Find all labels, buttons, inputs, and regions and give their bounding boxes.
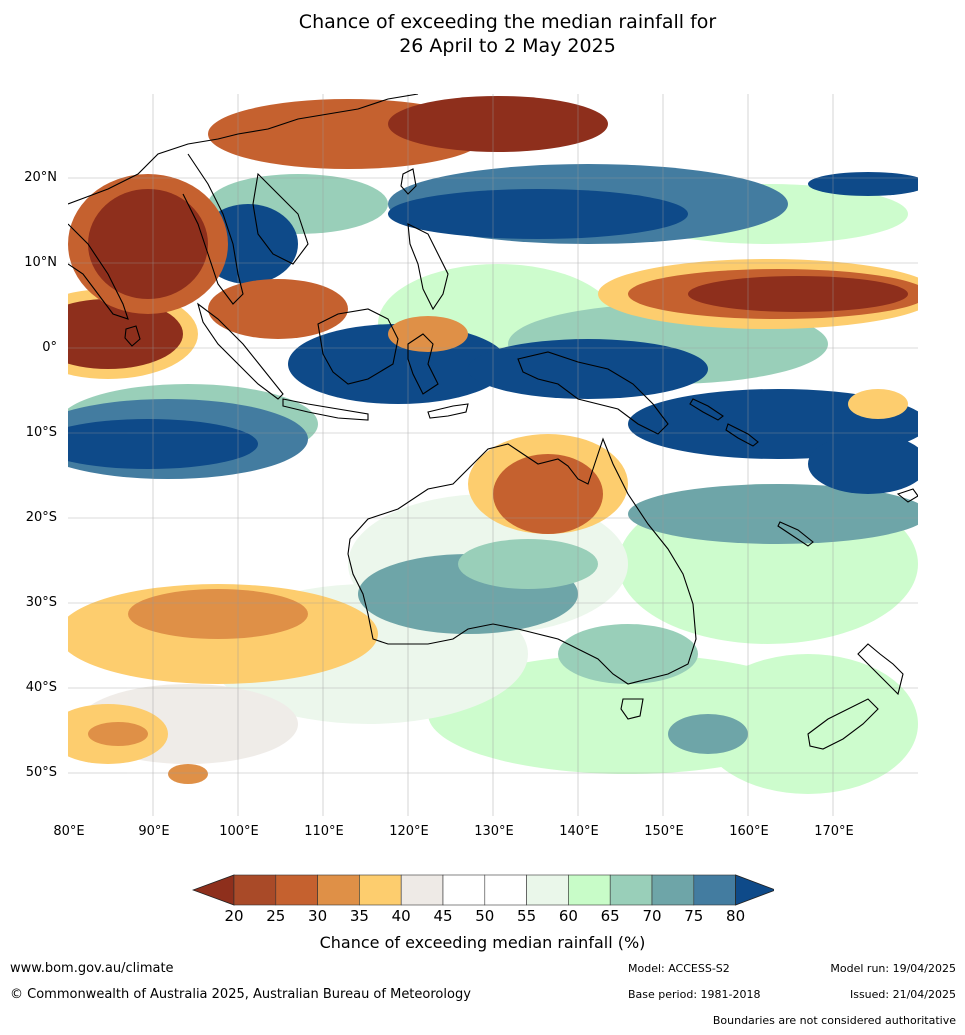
title-line-1: Chance of exceeding the median rainfall …	[298, 11, 717, 33]
graticule	[68, 94, 918, 816]
copyright-text: © Commonwealth of Australia 2025, Austra…	[10, 987, 471, 1002]
lat-label-50s: 50°S	[25, 765, 57, 780]
legend-tick-70: 70	[642, 907, 662, 925]
legend-bin-75-80	[693, 874, 736, 906]
legend-tick-20: 20	[224, 907, 244, 925]
legend-tick-60: 60	[558, 907, 578, 925]
legend-label: Chance of exceeding median rainfall (%)	[319, 933, 646, 952]
lat-label-30s: 30°S	[25, 595, 57, 610]
lat-label-10n: 10°N	[24, 255, 57, 270]
map-shading-dry	[68, 96, 918, 784]
lon-label-100e: 100°E	[219, 824, 259, 839]
legend-bin-25-30	[275, 874, 318, 906]
legend-bin-50-55	[484, 874, 527, 906]
rainfall-map-svg	[68, 94, 918, 816]
lat-label-20n: 20°N	[24, 170, 57, 185]
legend-tick-50: 50	[475, 907, 495, 925]
lat-label-20s: 20°S	[25, 510, 57, 525]
legend-bin-20-25	[233, 874, 277, 906]
model-name: Model: ACCESS-S2	[628, 962, 730, 975]
legend-colorbar	[192, 874, 774, 906]
legend-tick-35: 35	[349, 907, 369, 925]
legend-tick-75: 75	[684, 907, 704, 925]
lat-label-40s: 40°S	[25, 680, 57, 695]
legend-bin-65-70	[609, 874, 653, 906]
legend-bin-30-35	[317, 874, 360, 906]
legend-bin-60-65	[568, 874, 611, 906]
legend-bin-70-75	[651, 874, 695, 906]
legend-bin-45-50	[442, 874, 486, 906]
legend-tick-25: 25	[266, 907, 286, 925]
legend-tick-55: 55	[517, 907, 537, 925]
legend-extend-high	[735, 874, 774, 906]
legend-tick-30: 30	[308, 907, 328, 925]
rainfall-map	[68, 94, 918, 816]
legend-tick-40: 40	[391, 907, 411, 925]
lat-label-10s: 10°S	[25, 425, 57, 440]
map-title: Chance of exceeding the median rainfall …	[0, 10, 965, 58]
legend-bin-55-60	[526, 874, 569, 906]
legend-bin-35-40	[359, 874, 402, 906]
coastlines	[68, 94, 918, 750]
lon-label-160e: 160°E	[729, 824, 769, 839]
legend-tick-45: 45	[433, 907, 453, 925]
legend-extend-low	[192, 874, 235, 906]
lon-label-150e: 150°E	[644, 824, 684, 839]
issued-date: Issued: 21/04/2025	[849, 988, 956, 1001]
title-line-2: 26 April to 2 May 2025	[399, 35, 616, 57]
map-shading-wet	[68, 164, 918, 494]
lon-label-110e: 110°E	[304, 824, 344, 839]
legend-bin-40-45	[400, 874, 444, 906]
lon-label-120e: 120°E	[389, 824, 429, 839]
lon-label-170e: 170°E	[814, 824, 854, 839]
lon-label-90e: 90°E	[138, 824, 170, 839]
lon-label-140e: 140°E	[559, 824, 599, 839]
legend-tick-80: 80	[726, 907, 746, 925]
model-run-date: Model run: 19/04/2025	[830, 962, 956, 975]
lon-label-130e: 130°E	[474, 824, 514, 839]
lat-label-0: 0°	[42, 340, 57, 355]
lon-label-80e: 80°E	[53, 824, 85, 839]
base-period: Base period: 1981-2018	[628, 988, 761, 1001]
website-link[interactable]: www.bom.gov.au/climate	[10, 961, 174, 976]
boundaries-disclaimer: Boundaries are not considered authoritat…	[712, 1014, 956, 1027]
legend-tick-65: 65	[600, 907, 620, 925]
